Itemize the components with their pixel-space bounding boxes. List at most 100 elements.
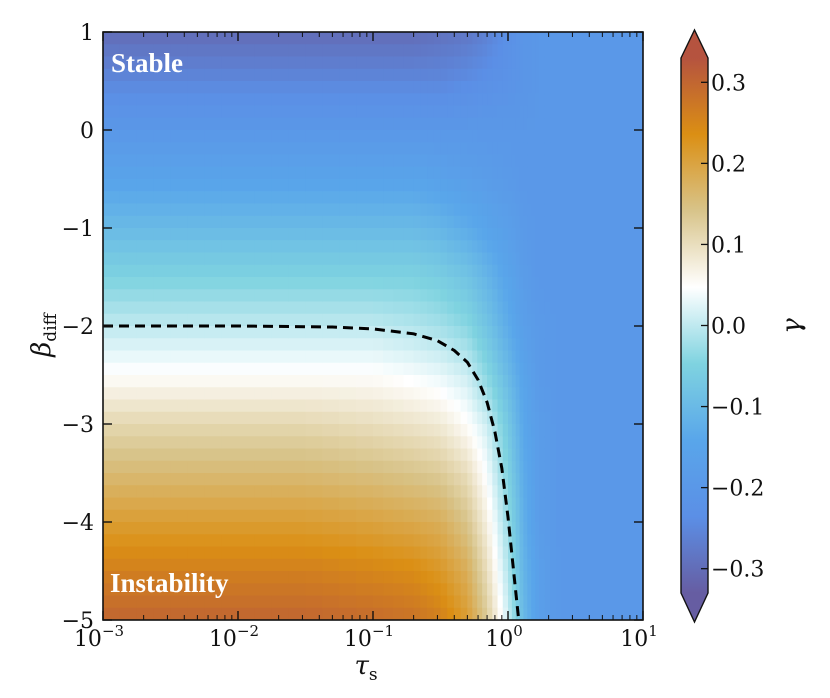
heatmap-cell (575, 117, 584, 131)
heatmap-cell (472, 105, 479, 119)
heatmap-cell (393, 93, 405, 107)
heatmap-cell (383, 448, 395, 462)
heatmap-cell (427, 301, 435, 315)
heatmap-cell (550, 338, 557, 352)
heatmap-cell (539, 277, 546, 291)
heatmap-cell (305, 203, 324, 217)
heatmap-cell (519, 460, 525, 474)
heatmap-cell (629, 338, 643, 352)
heatmap-cell (427, 228, 435, 242)
heatmap-cell (153, 32, 172, 46)
heatmap-cell (271, 68, 290, 82)
heatmap-cell (136, 117, 155, 131)
heatmap-cell (589, 448, 604, 462)
heatmap-cell (433, 460, 442, 474)
heatmap-cell (561, 522, 570, 536)
heatmap-cell (472, 289, 479, 303)
heatmap-cell (568, 191, 577, 205)
heatmap-cell (535, 509, 540, 523)
heatmap-cell (254, 252, 273, 266)
heatmap-cell (420, 56, 428, 70)
heatmap-cell (305, 81, 324, 95)
heatmap-cell (403, 448, 415, 462)
heatmap-cell (629, 301, 643, 315)
heatmap-cell (497, 326, 504, 340)
heatmap-cell (187, 240, 206, 254)
heatmap-cell (550, 473, 557, 487)
heatmap-cell (602, 497, 617, 511)
heatmap-cell (356, 350, 374, 364)
heatmap-cell (427, 154, 435, 168)
heatmap-cell (544, 277, 552, 291)
heatmap-cell (531, 350, 536, 364)
heatmap-cell (482, 289, 488, 303)
heatmap-cell (204, 546, 222, 560)
heatmap-cell (531, 546, 536, 560)
heatmap-cell (550, 130, 557, 144)
heatmap-cell (373, 338, 384, 352)
heatmap-cell (550, 350, 557, 364)
heatmap-cell (373, 56, 384, 70)
heatmap-cell (515, 32, 521, 46)
heatmap-cell (508, 485, 513, 499)
heatmap-cell (616, 583, 631, 597)
heatmap-cell (519, 56, 525, 70)
heatmap-cell (523, 56, 529, 70)
contour-layer (103, 324, 521, 620)
heatmap-cell (322, 607, 341, 620)
heatmap-cell (502, 105, 509, 119)
heatmap-cell (556, 191, 563, 205)
heatmap-cell (453, 436, 462, 450)
heatmap-cell (170, 460, 189, 474)
heatmap-cell (322, 81, 341, 95)
heatmap-cell (170, 301, 189, 315)
heatmap-cell (523, 509, 529, 523)
heatmap-cell (492, 240, 499, 254)
heatmap-cell (136, 313, 155, 327)
heatmap-cell (502, 142, 509, 156)
heatmap-cell (453, 534, 462, 548)
heatmap-cell (589, 473, 604, 487)
heatmap-cell (413, 522, 422, 536)
heatmap-cell (339, 142, 357, 156)
heatmap-cell (356, 203, 374, 217)
heatmap-cell (420, 607, 428, 620)
heatmap-cell (589, 399, 604, 413)
heatmap-cell (527, 534, 533, 548)
heatmap-cell (373, 252, 384, 266)
heatmap-cell (523, 362, 529, 376)
heatmap-cell (187, 326, 206, 340)
heatmap-cell (467, 362, 474, 376)
heatmap-cell (472, 56, 479, 70)
heatmap-cell (539, 558, 546, 572)
heatmap-cell (271, 350, 290, 364)
heatmap-cell (440, 44, 448, 58)
heatmap-cell (616, 44, 631, 58)
heatmap-cell (527, 460, 533, 474)
heatmap-cell (383, 289, 395, 303)
heatmap-cell (561, 93, 570, 107)
heatmap-cell (550, 387, 557, 401)
heatmap-cell (153, 607, 172, 620)
heatmap-cell (523, 289, 529, 303)
heatmap-cell (238, 277, 256, 291)
heatmap-cell (393, 571, 405, 585)
heatmap-cell (539, 436, 546, 450)
heatmap-cell (467, 534, 474, 548)
heatmap-cell (602, 215, 617, 229)
heatmap-cell (561, 117, 570, 131)
heatmap-cell (103, 411, 121, 425)
heatmap-cell (288, 301, 307, 315)
heatmap-cell (561, 289, 570, 303)
heatmap-cell (582, 387, 591, 401)
heatmap-cell (616, 56, 631, 70)
heatmap-cell (322, 166, 341, 180)
heatmap-cell (535, 362, 540, 376)
heatmap-cell (602, 583, 617, 597)
heatmap-cell (616, 326, 631, 340)
heatmap-cell (271, 399, 290, 413)
heatmap-cell (539, 289, 546, 303)
heatmap-cell (254, 473, 273, 487)
heatmap-cell (523, 558, 529, 572)
heatmap-cell (602, 44, 617, 58)
